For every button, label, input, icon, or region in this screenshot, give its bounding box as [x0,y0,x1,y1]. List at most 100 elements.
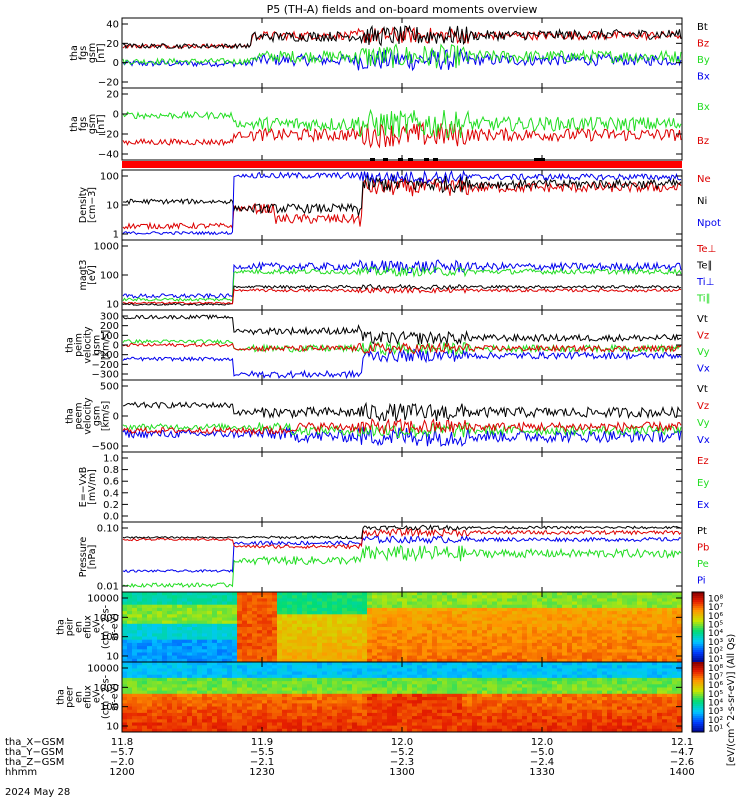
spectrogram-cell [222,639,228,644]
spectrogram-cell [622,665,628,669]
spectrogram-cell [442,712,448,717]
spectrogram-cell [437,655,443,660]
spectrogram-cell [267,620,273,625]
spectrogram-cell [537,639,543,644]
spectrogram-cell [547,655,553,660]
spectrogram-cell [552,604,558,609]
spectrogram-cell [642,655,648,660]
spectrogram-cell [532,728,538,733]
spectrogram-cell [622,693,628,698]
spectrogram-cell [412,604,418,609]
spectrogram-cell [132,706,138,711]
spectrogram-cell [397,725,403,730]
spectrogram-cell [407,611,413,615]
spectrogram-cell [587,662,593,666]
spectrogram-cell [397,642,403,647]
spectrogram-cell [282,649,288,653]
spectrogram-cell [267,690,273,695]
spectrogram-cell [672,646,678,650]
spectrogram-cell [187,652,193,657]
spectrogram-cell [157,614,163,618]
series-line [122,178,682,231]
spectrogram-cell [192,646,198,650]
spectrogram-cell [657,677,663,682]
spectrogram-cell [467,623,473,628]
spectrogram-cell [507,636,513,641]
spectrogram-cell [532,630,538,634]
spectrogram-cell [497,636,503,641]
spectrogram-cell [182,627,188,631]
spectrogram-cell [472,706,478,711]
spectrogram-cell [487,620,493,625]
spectrogram-cell [177,706,183,711]
spectrogram-cell [187,607,193,612]
spectrogram-cell [497,655,503,660]
spectrogram-cell [577,674,583,679]
spectrogram-cell [342,728,348,733]
spectrogram-cell [507,722,513,727]
spectrogram-cell [382,665,388,669]
spectrogram-cell [397,697,403,701]
spectrogram-cell [387,646,393,650]
spectrogram-cell [202,674,208,679]
spectrogram-cell [637,595,643,599]
spectrogram-cell [612,655,618,660]
spectrogram-cell [272,725,278,730]
spectrogram-cell [292,674,298,679]
spectrogram-cell [272,614,278,618]
spectrogram-cell [622,601,628,606]
spectrogram-cell [507,665,513,669]
spectrogram-cell [212,652,218,657]
spectrogram-cell [217,700,223,704]
spectrogram-cell [217,706,223,711]
spectrogram-cell [502,728,508,733]
spectrogram-cell [577,633,583,638]
spectrogram-cell [617,671,623,676]
spectrogram-cell [622,658,628,663]
spectrogram-cell [422,642,428,647]
spectrogram-cell [182,697,188,701]
spectrogram-cell [272,681,278,685]
spectrogram-cell [282,709,288,714]
spectrogram-cell [137,630,143,634]
spectrogram-cell [357,649,363,653]
spectrogram-cell [667,623,673,628]
spectrogram-cell [622,690,628,695]
spectrogram-cell [242,601,248,606]
spectrogram-cell [567,687,573,692]
spectrogram-cell [312,604,318,609]
spectrogram-cell [532,677,538,682]
spectrogram-cell [392,681,398,685]
spectrogram-cell [362,639,368,644]
spectrogram-cell [527,677,533,682]
spectrogram-cell [407,703,413,708]
spectrogram-cell [317,633,323,638]
spectrogram-cell [347,703,353,708]
spectrogram-cell [332,684,338,688]
spectrogram-cell [512,604,518,609]
spectrogram-cell [172,697,178,701]
spectrogram-cell [187,627,193,631]
spectrogram-cell [372,700,378,704]
spectrogram-cell [392,668,398,673]
spectrogram-cell [242,712,248,717]
spectrogram-cell [257,655,263,660]
spectrogram-cell [357,706,363,711]
spectrogram-cell [267,725,273,730]
spectrogram-cell [462,674,468,679]
spectrogram-cell [617,681,623,685]
spectrogram-cell [437,665,443,669]
spectrogram-cell [477,665,483,669]
spectrogram-cell [182,642,188,647]
spectrogram-cell [147,627,153,631]
spectrogram-cell [442,709,448,714]
spectrogram-cell [517,601,523,606]
spectrogram-cell [397,617,403,622]
spectrogram-cell [122,652,128,657]
spectrogram-cell [592,706,598,711]
spectrogram-cell [177,620,183,625]
spectrogram-cell [157,684,163,688]
spectrogram-cell [537,646,543,650]
spectrogram-cell [462,623,468,628]
spectrogram-cell [232,668,238,673]
